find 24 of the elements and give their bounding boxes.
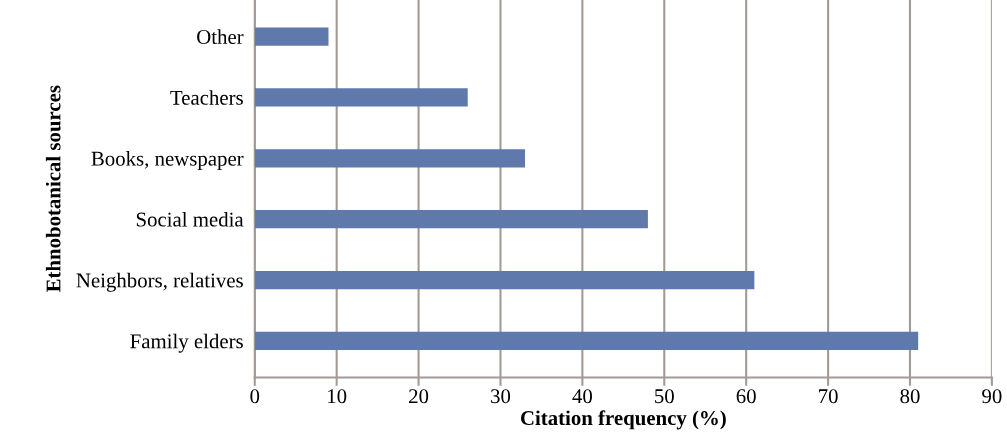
y-tick-label: Other xyxy=(197,29,244,44)
bar xyxy=(254,27,329,46)
x-tick-label: 20 xyxy=(409,389,429,404)
y-tick-label: Books, newspaper xyxy=(91,151,244,170)
bar xyxy=(254,210,648,229)
x-tick-label: 90 xyxy=(982,389,1002,404)
y-tick-label: Social media xyxy=(136,211,244,227)
bar xyxy=(254,270,755,290)
x-tick-label: 70 xyxy=(819,389,838,404)
bar xyxy=(254,331,919,351)
x-axis-title: Citation frequency (%) xyxy=(520,410,726,430)
x-tick-label: 60 xyxy=(736,389,756,404)
y-tick-label: Family elders xyxy=(130,333,243,353)
y-tick-label: Neighbors, relatives xyxy=(76,272,243,292)
x-tick-label: 30 xyxy=(491,389,511,404)
x-tick-label: 50 xyxy=(655,389,674,404)
x-tick-label: 0 xyxy=(250,389,260,404)
bar xyxy=(254,88,468,107)
x-tick-label: 40 xyxy=(572,389,592,404)
x-tick-label: 80 xyxy=(900,389,920,404)
bar xyxy=(254,149,526,168)
y-axis-title: Ethnobotanical sources xyxy=(45,85,61,293)
x-tick-label: 10 xyxy=(328,389,347,404)
y-tick-label: Teachers xyxy=(170,90,243,105)
